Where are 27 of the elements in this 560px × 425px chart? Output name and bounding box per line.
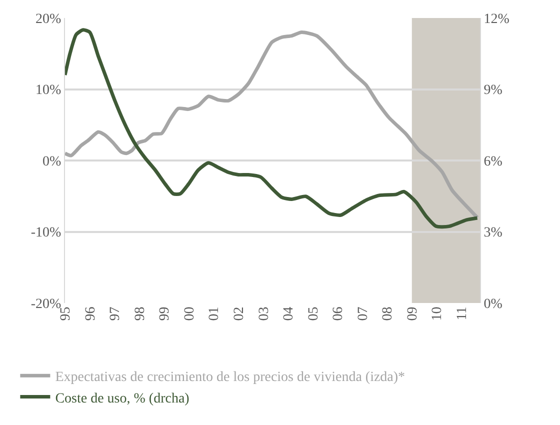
x-tick-label: 05 <box>306 306 322 321</box>
y-tick-label: -10% <box>30 226 62 241</box>
x-tick-label: 06 <box>331 306 346 321</box>
x-tick-label: 07 <box>356 306 371 321</box>
x-tick-label: 11 <box>454 306 470 320</box>
legend-label: Expectativas de crecimiento de los precios de vivienda (izda)* <box>55 370 406 386</box>
y2-tick-label: 0% <box>484 296 503 312</box>
x-tick-label: 01 <box>207 306 222 321</box>
y2-tick-label: 6% <box>484 154 503 170</box>
x-tick-label: 09 <box>405 306 420 321</box>
x-tick-label: 96 <box>83 306 98 321</box>
x-tick-label: 10 <box>430 306 446 321</box>
x-tick-label: 99 <box>158 306 173 321</box>
y2-tick-label: 9% <box>484 83 503 98</box>
x-tick-label: 02 <box>232 306 247 321</box>
y-tick-label: 10% <box>36 83 62 98</box>
x-tick-label: 08 <box>380 306 396 321</box>
x-tick-label: 98 <box>132 306 148 321</box>
y-tick-label: 0% <box>42 154 62 170</box>
y2-tick-label: 12% <box>484 12 510 27</box>
x-tick-label: 97 <box>108 306 124 321</box>
x-tick-label: 00 <box>182 306 198 321</box>
y-tick-label: 20% <box>36 12 62 27</box>
legend-label: Coste de uso, % (drcha) <box>55 391 190 406</box>
y2-tick-label: 3% <box>484 226 503 241</box>
x-tick-label: 03 <box>256 306 272 321</box>
x-tick-label: 04 <box>282 306 297 321</box>
